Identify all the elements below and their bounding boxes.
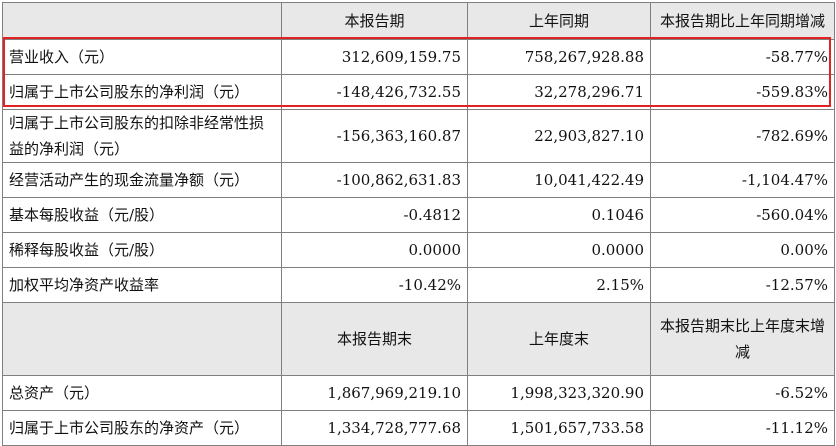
row-label: 归属于上市公司股东的扣除非经常性损益的净利润（元） [2,109,282,163]
prior-value: 0.0000 [467,232,651,268]
prior-value: 2.15% [467,267,651,303]
change-value: -559.83% [650,74,835,110]
prior-value: 758,267,928.88 [467,39,651,75]
prior-value: 10,041,422.49 [467,162,651,198]
table-row-total-assets: 总资产（元） 1,867,969,219.10 1,998,323,320.90… [2,375,835,411]
prior-value: 1,998,323,320.90 [467,375,651,411]
row-label: 归属于上市公司股东的净利润（元） [2,74,282,110]
row-label: 归属于上市公司股东的净资产（元） [2,410,282,446]
change-value: -1,104.47% [650,162,835,198]
header-cell-current-period-end: 本报告期末 [281,302,468,376]
change-value: -560.04% [650,197,835,233]
table-row-diluted-eps: 稀释每股收益（元/股） 0.0000 0.0000 0.00% [2,232,835,268]
prior-value: 32,278,296.71 [467,74,651,110]
header-cell-prior-year-end: 上年度末 [467,302,651,376]
current-value: -100,862,631.83 [281,162,468,198]
header-cell-item [2,2,282,40]
table-row-revenue: 营业收入（元） 312,609,159.75 758,267,928.88 -5… [2,39,835,75]
current-value: 1,867,969,219.10 [281,375,468,411]
table-row-net-profit: 归属于上市公司股东的净利润（元） -148,426,732.55 32,278,… [2,74,835,110]
table-row-operating-cash-flow: 经营活动产生的现金流量净额（元） -100,862,631.83 10,041,… [2,162,835,198]
current-value: 1,334,728,777.68 [281,410,468,446]
current-value: -148,426,732.55 [281,74,468,110]
change-value: 0.00% [650,232,835,268]
header-row-period-end: 本报告期末 上年度末 本报告期末比上年度末增减 [2,302,835,376]
header-cell-period-end-change: 本报告期末比上年度末增减 [650,302,835,376]
current-value: -10.42% [281,267,468,303]
header-cell-current-period: 本报告期 [281,2,468,40]
header-cell-prior-period: 上年同期 [467,2,651,40]
current-value: -156,363,160.87 [281,109,468,163]
header-row-period: 本报告期 上年同期 本报告期比上年同期增减 [2,2,835,40]
header-cell-period-change: 本报告期比上年同期增减 [650,2,835,40]
current-value: 312,609,159.75 [281,39,468,75]
row-label: 营业收入（元） [2,39,282,75]
header-cell-item [2,302,282,376]
row-label: 加权平均净资产收益率 [2,267,282,303]
row-label: 总资产（元） [2,375,282,411]
table-row-basic-eps: 基本每股收益（元/股） -0.4812 0.1046 -560.04% [2,197,835,233]
current-value: -0.4812 [281,197,468,233]
current-value: 0.0000 [281,232,468,268]
prior-value: 0.1046 [467,197,651,233]
row-label: 基本每股收益（元/股） [2,197,282,233]
row-label: 稀释每股收益（元/股） [2,232,282,268]
prior-value: 1,501,657,733.58 [467,410,651,446]
change-value: -11.12% [650,410,835,446]
change-value: -58.77% [650,39,835,75]
table-row-net-profit-excl-nonrecurring: 归属于上市公司股东的扣除非经常性损益的净利润（元） -156,363,160.8… [2,109,835,163]
table-row-weighted-roe: 加权平均净资产收益率 -10.42% 2.15% -12.57% [2,267,835,303]
change-value: -6.52% [650,375,835,411]
prior-value: 22,903,827.10 [467,109,651,163]
change-value: -12.57% [650,267,835,303]
change-value: -782.69% [650,109,835,163]
table-row-net-assets: 归属于上市公司股东的净资产（元） 1,334,728,777.68 1,501,… [2,410,835,446]
row-label: 经营活动产生的现金流量净额（元） [2,162,282,198]
